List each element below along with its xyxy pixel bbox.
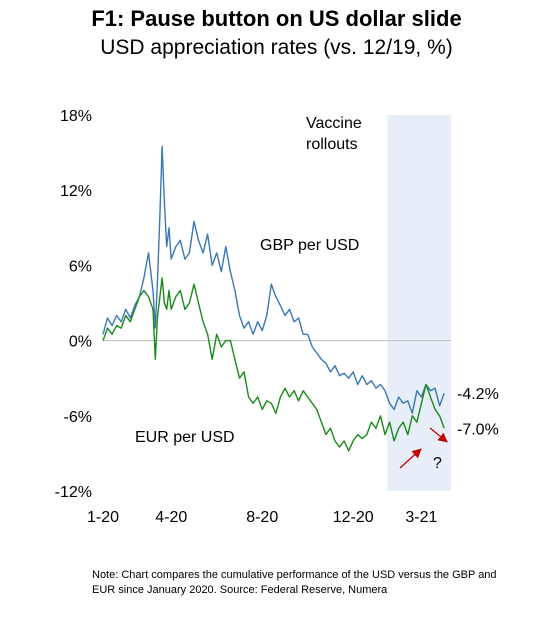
- x-tick-label: 12-20: [333, 509, 374, 526]
- x-tick-label: 4-20: [155, 509, 187, 526]
- y-tick-label: 18%: [60, 108, 92, 125]
- y-tick-label: 0%: [69, 334, 92, 351]
- x-tick-label: 3-21: [405, 509, 437, 526]
- x-tick-label: 8-20: [246, 509, 278, 526]
- series-line: [102, 145, 445, 414]
- vaccine-shade: [387, 115, 451, 491]
- y-tick-label: -12%: [55, 484, 92, 501]
- arrow-up: [399, 448, 422, 469]
- x-tick-label: 1-20: [87, 509, 119, 526]
- question-mark: ?: [433, 455, 442, 472]
- legend-eur: EUR per USD: [135, 429, 235, 446]
- y-tick-label: 12%: [60, 183, 92, 200]
- shade-label-line: rollouts: [306, 136, 358, 153]
- chart-subtitle: USD appreciation rates (vs. 12/19, %): [100, 36, 453, 59]
- chart-note: Note: Chart compares the cumulative perf…: [92, 569, 497, 596]
- chart-title: F1: Pause button on US dollar slide: [91, 6, 462, 31]
- series-end-label: -7.0%: [457, 421, 499, 438]
- arrow-down: [429, 427, 448, 443]
- line-chart: Vaccine rollouts 18% 12% 6% 0% -6% -12% 1-20 4-20…: [55, 108, 499, 526]
- shade-label-line: Vaccine: [306, 115, 362, 132]
- legend-gbp: GBP per USD: [260, 237, 359, 254]
- series-line: [102, 277, 445, 452]
- series-end-label: -4.2%: [457, 386, 499, 403]
- y-tick-label: -6%: [64, 409, 92, 426]
- y-tick-label: 6%: [69, 258, 92, 275]
